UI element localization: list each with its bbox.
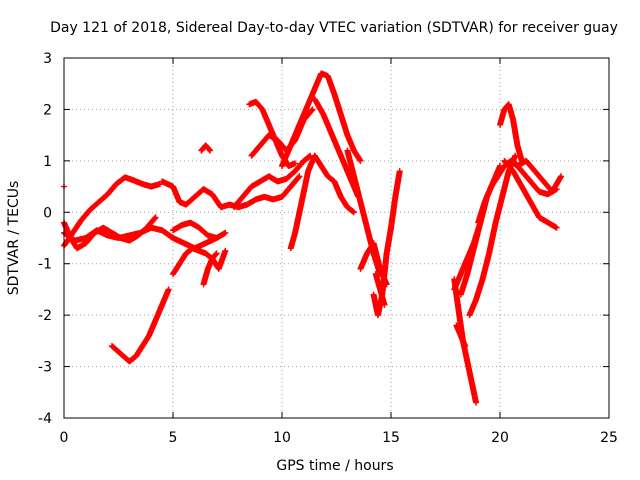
data-point bbox=[558, 173, 565, 180]
grid bbox=[64, 58, 609, 418]
series-s8 bbox=[200, 250, 220, 288]
series-s20 bbox=[370, 168, 403, 319]
data-point bbox=[213, 250, 220, 257]
series-s27 bbox=[497, 101, 525, 164]
series-s6 bbox=[108, 286, 172, 365]
series-s28 bbox=[501, 157, 560, 231]
data-point bbox=[381, 301, 388, 308]
data-point bbox=[292, 160, 299, 167]
series-s5 bbox=[170, 219, 229, 241]
data-point bbox=[357, 157, 364, 164]
data-point bbox=[296, 173, 303, 180]
series-s11 bbox=[231, 152, 314, 211]
y-axis-label: SDTVAR / TECUs bbox=[6, 181, 22, 296]
y-tick-label: -1 bbox=[38, 257, 52, 273]
data-point bbox=[165, 286, 172, 293]
y-tick-label: 1 bbox=[43, 154, 52, 170]
plot-frame bbox=[63, 57, 610, 419]
data-point bbox=[206, 146, 213, 153]
series-s7 bbox=[170, 245, 229, 277]
data-point bbox=[309, 106, 316, 113]
data-point bbox=[396, 168, 403, 175]
y-tick-label: -2 bbox=[38, 308, 52, 324]
series-s3 bbox=[61, 174, 163, 249]
data-point bbox=[553, 224, 560, 231]
data-point bbox=[212, 251, 219, 258]
x-tick-label: 25 bbox=[600, 430, 618, 446]
data-point bbox=[222, 247, 229, 254]
series-s31 bbox=[453, 322, 469, 349]
data-point bbox=[350, 209, 357, 216]
x-axis-ticks: 0 5 10 15 20 25 bbox=[60, 58, 618, 446]
series-s26 bbox=[475, 157, 521, 226]
chart-title: Day 121 of 2018, Sidereal Day-to-day VTE… bbox=[50, 20, 618, 36]
y-tick-label: 3 bbox=[43, 51, 52, 67]
x-tick-label: 0 bbox=[60, 430, 69, 446]
x-tick-label: 5 bbox=[169, 430, 178, 446]
y-tick-label: 0 bbox=[43, 205, 52, 221]
series-s4 bbox=[159, 178, 233, 211]
y-axis-ticks: -4 -3 -2 -1 0 1 2 3 bbox=[38, 51, 609, 427]
data-point bbox=[207, 147, 214, 154]
series-s9 bbox=[198, 142, 214, 154]
data-point bbox=[152, 214, 159, 221]
x-tick-label: 10 bbox=[273, 430, 291, 446]
x-axis-label: GPS time / hours bbox=[276, 458, 393, 474]
x-tick-label: 15 bbox=[382, 430, 400, 446]
y-tick-label: -3 bbox=[38, 360, 52, 376]
series-s30 bbox=[514, 157, 565, 195]
series-s21 bbox=[372, 271, 388, 308]
series-s15 bbox=[287, 152, 318, 252]
series-s19 bbox=[357, 240, 390, 288]
data-point bbox=[222, 229, 229, 236]
x-tick-label: 20 bbox=[491, 430, 509, 446]
data-point bbox=[462, 343, 469, 349]
series-s14 bbox=[279, 70, 364, 169]
y-tick-label: -4 bbox=[38, 411, 52, 427]
data-point bbox=[473, 399, 480, 406]
data-points bbox=[61, 70, 565, 406]
y-tick-label: 2 bbox=[43, 102, 52, 118]
series-s10 bbox=[226, 173, 303, 211]
series-s17 bbox=[311, 152, 357, 216]
